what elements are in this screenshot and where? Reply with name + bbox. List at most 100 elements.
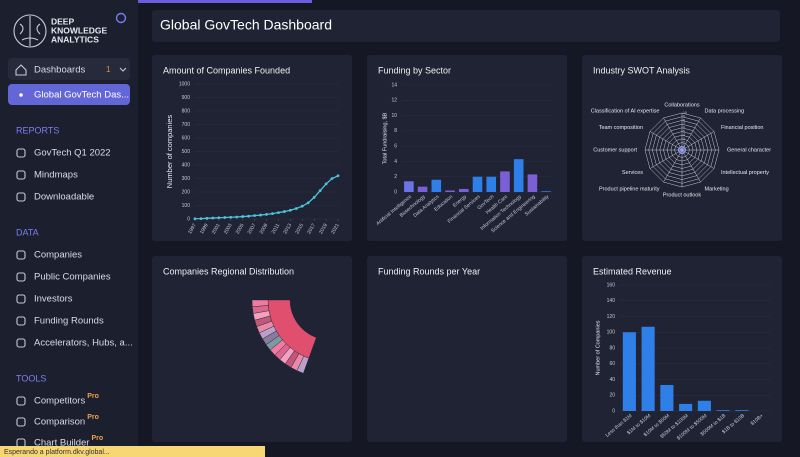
point	[318, 189, 322, 193]
panel-title: Amount of Companies Founded	[163, 65, 290, 75]
x-tick-label: 2009	[259, 222, 270, 235]
x-tick-label: 2013	[282, 222, 293, 235]
nav-icon	[16, 192, 26, 202]
point	[277, 211, 280, 215]
radar-spoke	[681, 149, 701, 183]
x-tick-label: 1999	[199, 222, 210, 235]
badge: 1	[106, 65, 111, 74]
bar	[527, 174, 538, 192]
active-label: Global GovTech Das...	[34, 90, 129, 101]
bar	[679, 403, 693, 411]
r-tick-label: 9	[683, 115, 685, 119]
y-tick-label: 14	[391, 82, 397, 88]
section-title: REPORTS	[16, 125, 59, 135]
y-tick-label: 700	[182, 122, 191, 128]
y-axis-label: Total Fundraising, $B	[382, 112, 388, 164]
y-tick-label: 500	[182, 149, 191, 155]
pro-badge: Pro	[91, 435, 103, 442]
panel	[152, 55, 352, 241]
nav-label[interactable]: Comparison	[34, 417, 85, 428]
panel-title: Estimated Revenue	[593, 266, 672, 276]
radar-spoke	[663, 117, 683, 151]
y-tick-label: 600	[182, 135, 191, 141]
panel	[367, 55, 567, 241]
nav-label[interactable]: Companies	[34, 250, 82, 261]
r-tick-label: 3	[683, 137, 685, 141]
page-title: Global GovTech Dashboard	[160, 17, 332, 33]
nav-label[interactable]: Public Companies	[34, 272, 111, 283]
point	[193, 217, 197, 221]
active-item[interactable]	[8, 84, 130, 105]
nav-icon	[16, 170, 26, 180]
y-axis-label: Number of companies	[165, 115, 174, 189]
header	[152, 10, 780, 42]
panel-title: Funding by Sector	[378, 65, 451, 75]
radar-label: Product pipeline maturity	[599, 186, 660, 192]
panel-title: Companies Regional Distribution	[163, 266, 294, 276]
y-axis-label: Number of Companies	[595, 320, 601, 375]
y-tick-label: 100	[607, 330, 616, 336]
bar	[500, 171, 510, 192]
radar-label: Classification of AI expertise	[591, 108, 660, 114]
nav-icon	[16, 148, 26, 158]
settings-icon[interactable]	[115, 12, 127, 24]
point	[324, 182, 328, 186]
bar	[486, 176, 497, 192]
point	[199, 217, 203, 220]
nav-icon	[16, 338, 26, 348]
radar-area	[677, 145, 687, 155]
x-tick-label: 2005	[235, 222, 246, 235]
sidebar-sections: REPORTS GovTech Q1 2022 Mindmaps Downloadab…	[16, 125, 133, 448]
y-tick-label: 6	[394, 143, 397, 149]
radar-spoke	[681, 149, 715, 169]
point	[247, 214, 251, 218]
r-tick-label: 7	[683, 122, 685, 126]
nav-icon	[16, 417, 26, 427]
progress-bar	[138, 0, 312, 3]
nav-icon	[16, 250, 26, 260]
y-tick-label: 100	[182, 203, 191, 209]
point	[217, 216, 221, 220]
x-tick-label: 2001	[211, 222, 222, 235]
y-tick-label: 80	[609, 345, 615, 351]
y-tick-label: 160	[607, 282, 616, 288]
y-tick-label: 200	[182, 189, 191, 195]
regional-sunburst	[251, 299, 317, 374]
y-tick-label: 900	[182, 95, 191, 101]
status-bar	[0, 446, 265, 457]
x-tick-label: 2003	[223, 222, 234, 235]
section-title: DATA	[16, 227, 39, 237]
nav-label[interactable]: Downloadable	[34, 192, 94, 203]
sunburst-segment	[296, 355, 310, 374]
y-tick-label: 8	[394, 128, 397, 134]
bar	[417, 186, 428, 192]
bar	[513, 159, 524, 192]
nav-label[interactable]: Chart Builder	[34, 438, 89, 449]
pro-badge: Pro	[87, 414, 99, 421]
x-tick-label: 2021	[330, 222, 341, 235]
home-icon	[15, 64, 27, 76]
nav-label[interactable]: Funding Rounds	[34, 316, 104, 327]
y-tick-label: 12	[391, 98, 397, 104]
y-tick-label: 140	[607, 298, 616, 304]
nav-label[interactable]: Investors	[34, 294, 73, 305]
dashboards-menu[interactable]	[8, 58, 130, 80]
logo	[13, 14, 47, 48]
point	[271, 212, 274, 216]
nav-label[interactable]: Accelerators, Hubs, a...	[34, 338, 133, 349]
x-tick-label: 2019	[318, 222, 329, 235]
r-tick-label: 4	[683, 133, 685, 137]
status-text: Esperando a platform.dkv.global...	[4, 449, 110, 456]
point	[235, 215, 239, 219]
point	[259, 213, 262, 217]
panel-title: Funding Rounds per Year	[378, 266, 480, 276]
nav-label[interactable]: GovTech Q1 2022	[34, 148, 111, 159]
bar	[445, 190, 455, 192]
brand: DEEP	[51, 16, 74, 26]
chevron	[119, 67, 127, 72]
r-tick-label: 5	[683, 129, 685, 133]
nav-label[interactable]: Mindmaps	[34, 170, 78, 181]
bar	[622, 332, 636, 411]
nav-label[interactable]: Competitors	[34, 396, 85, 407]
bar	[404, 181, 414, 192]
